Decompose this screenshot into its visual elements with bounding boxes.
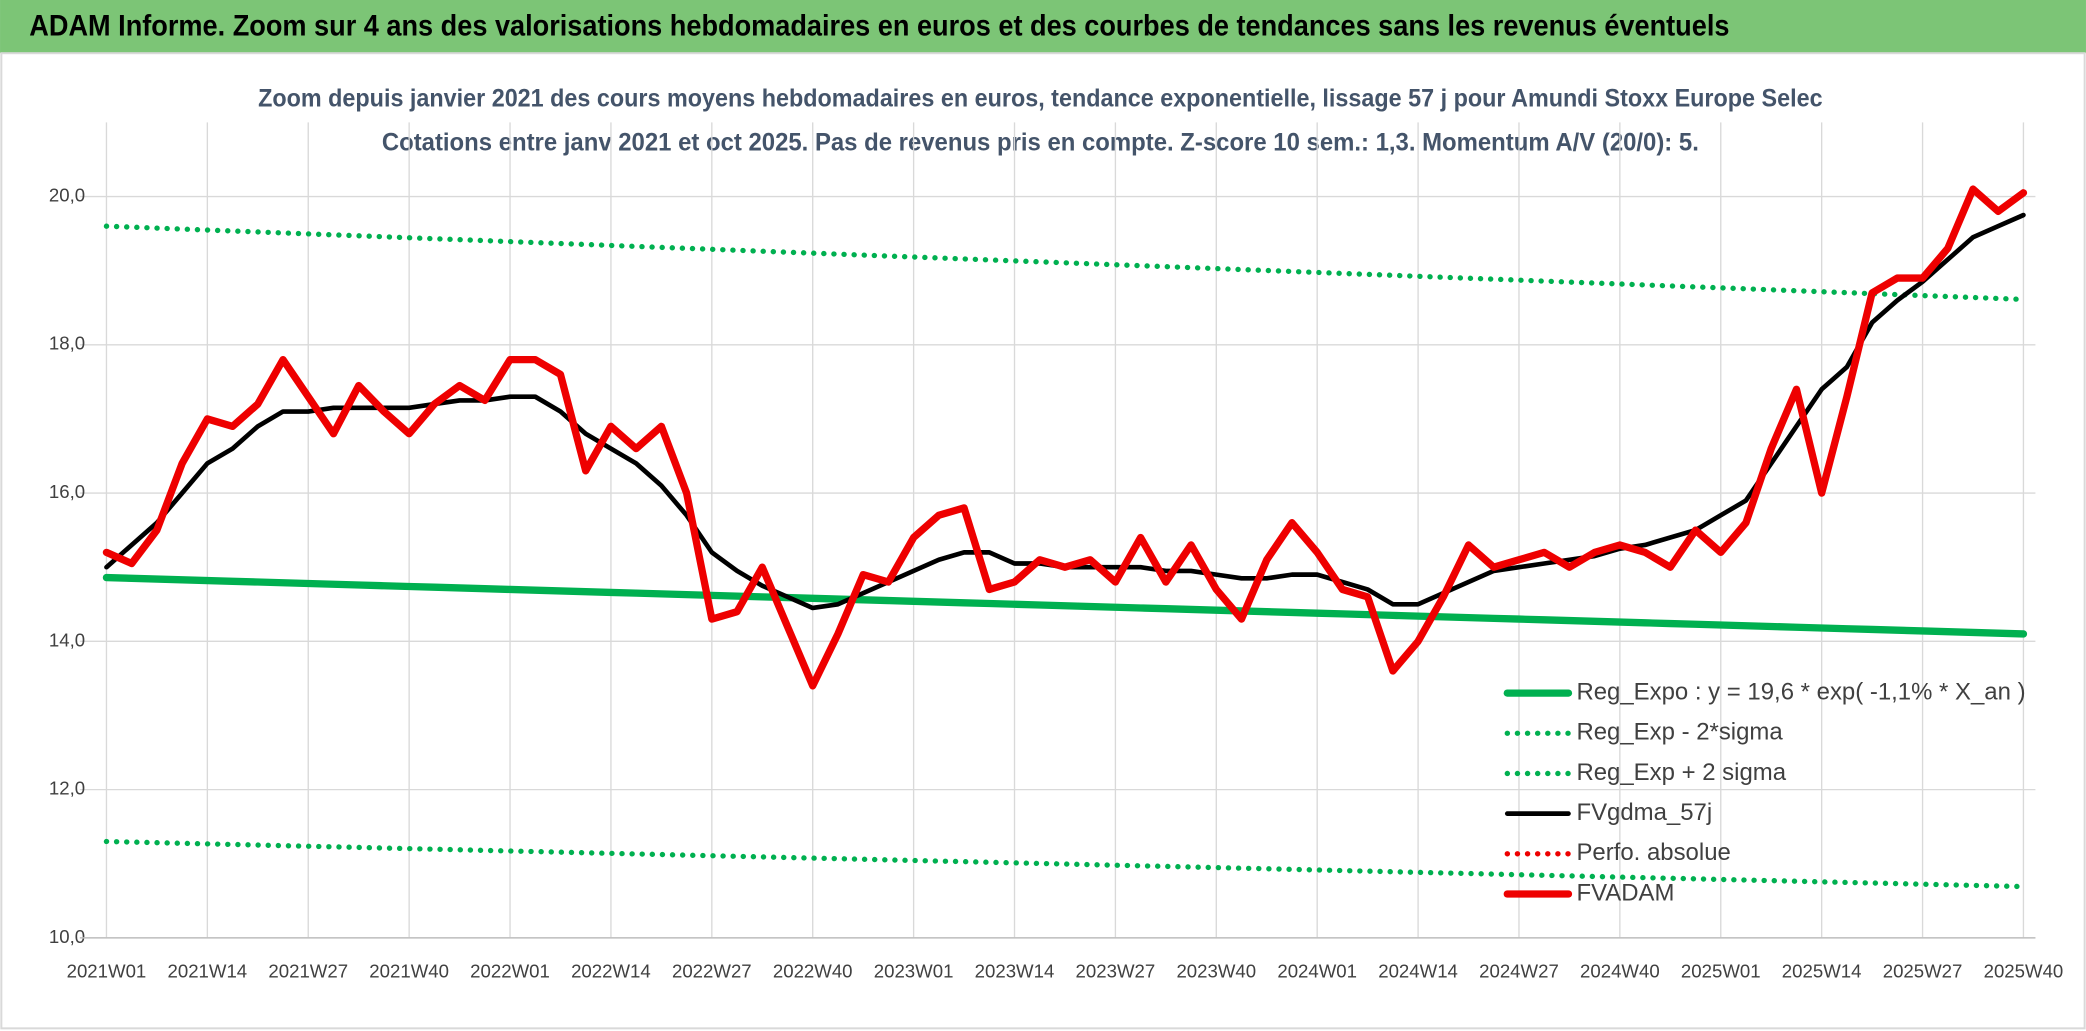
- y-tick-label: 16,0: [49, 481, 85, 502]
- x-tick-label: 2021W40: [369, 960, 449, 981]
- series-line: [102, 185, 2028, 690]
- legend-label: Reg_Exp + 2 sigma: [1576, 759, 1786, 786]
- x-tick-label: 2025W14: [1782, 960, 1862, 981]
- series-line: [102, 573, 2028, 638]
- x-tick-label: 2021W14: [168, 960, 248, 981]
- chart-frame: [0, 52, 2086, 1030]
- x-tick-label: 2022W14: [571, 960, 651, 981]
- x-tick-label: 2023W40: [1176, 960, 1256, 981]
- y-tick-label: 10,0: [49, 926, 85, 947]
- legend-label: Reg_Expo : y = 19,6 * exp( -1,1% * X_an …: [1576, 678, 2025, 705]
- header-title: ADAM Informe. Zoom sur 4 ans des valoris…: [29, 11, 1729, 43]
- x-tick-label: 2023W27: [1076, 960, 1156, 981]
- x-tick-label: 2021W01: [67, 960, 147, 981]
- x-tick-label: 2021W27: [268, 960, 348, 981]
- x-tick-label: 2024W14: [1378, 960, 1458, 981]
- legend-label: Perfo. absolue: [1576, 839, 1730, 866]
- y-tick-label: 12,0: [49, 778, 85, 799]
- x-tick-label: 2024W27: [1479, 960, 1559, 981]
- chart-title: Zoom depuis janvier 2021 des cours moyen…: [258, 84, 1822, 112]
- series-line: [103, 223, 2027, 303]
- x-tick-label: 2024W40: [1580, 960, 1660, 981]
- x-tick-label: 2025W01: [1681, 960, 1761, 981]
- x-tick-label: 2022W27: [672, 960, 752, 981]
- x-tick-label: 2023W01: [874, 960, 954, 981]
- x-tick-label: 2024W01: [1277, 960, 1357, 981]
- legend-label: Reg_Exp - 2*sigma: [1576, 719, 1783, 746]
- chart-subtitle: Cotations entre janv 2021 et oct 2025. P…: [382, 128, 1699, 156]
- legend-label: FVADAM: [1576, 879, 1674, 906]
- y-tick-label: 18,0: [49, 333, 85, 354]
- x-tick-label: 2022W01: [470, 960, 550, 981]
- x-tick-label: 2022W40: [773, 960, 853, 981]
- x-tick-label: 2025W27: [1883, 960, 1963, 981]
- y-tick-label: 20,0: [49, 184, 85, 205]
- series-line: [103, 838, 2027, 890]
- x-tick-label: 2023W14: [975, 960, 1055, 981]
- y-tick-label: 14,0: [49, 629, 85, 650]
- header-bar: [0, 0, 2086, 54]
- x-tick-label: 2025W40: [1984, 960, 2064, 981]
- legend-label: FVgdma_57j: [1576, 799, 1712, 826]
